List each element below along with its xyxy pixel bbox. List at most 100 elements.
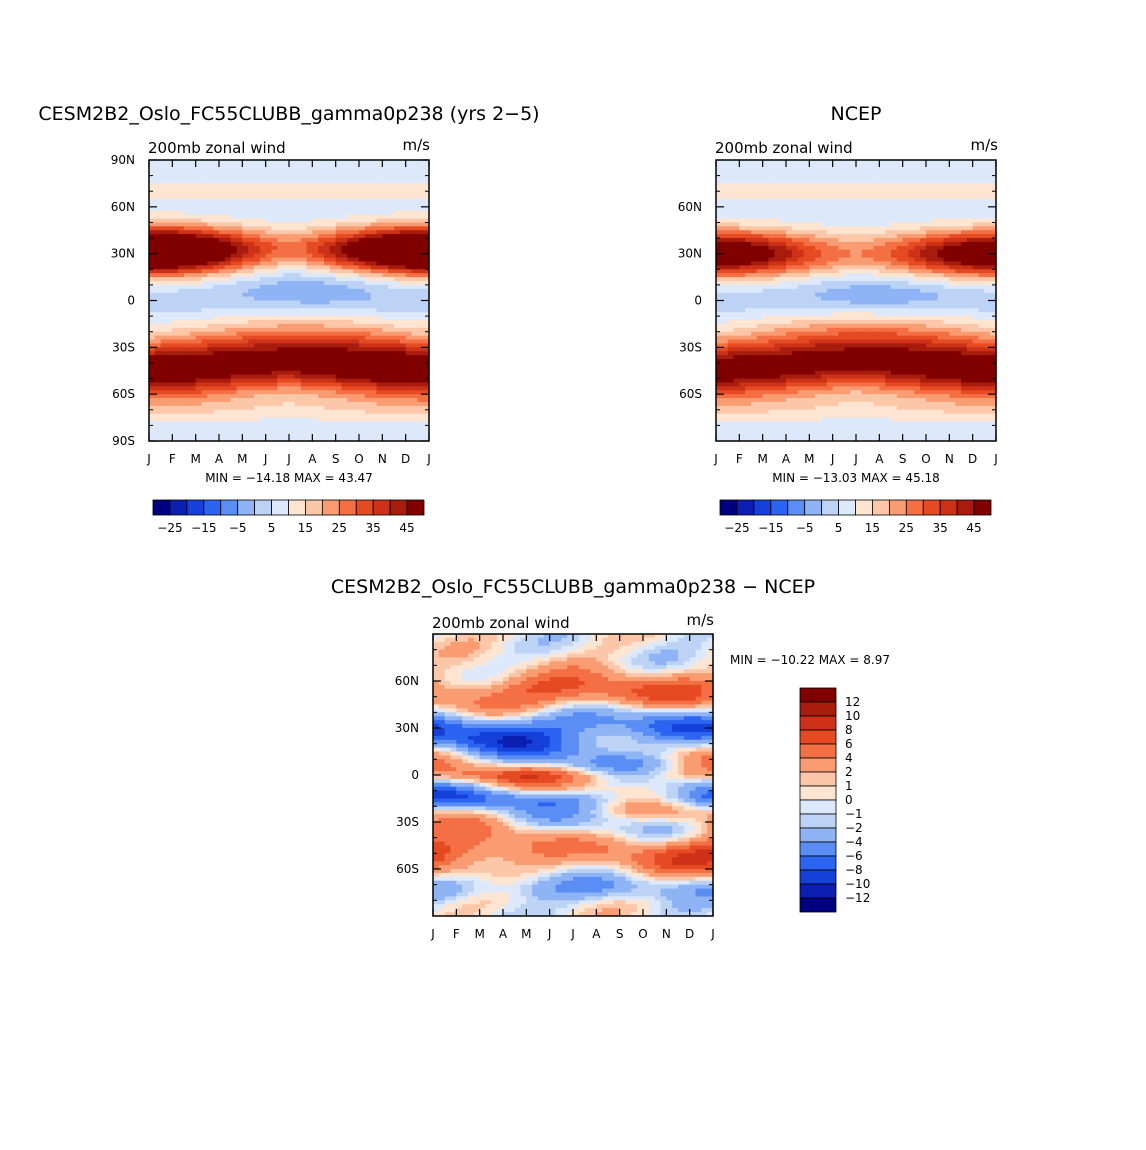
heatmap-cell <box>219 312 225 317</box>
heatmap-cell <box>190 429 196 434</box>
heatmap-cell <box>190 355 196 360</box>
heatmap-cell <box>377 316 383 321</box>
heatmap-cell <box>897 242 903 247</box>
heatmap-cell <box>231 222 237 227</box>
heatmap-cell <box>347 219 353 224</box>
heatmap-cell <box>295 304 301 309</box>
heatmap-cell <box>213 289 219 294</box>
heatmap-cell <box>920 195 926 200</box>
heatmap-cell <box>266 421 272 426</box>
heatmap-cell <box>949 250 955 255</box>
heatmap-cell <box>751 183 757 188</box>
heatmap-cell <box>190 265 196 270</box>
heatmap-cell <box>336 394 342 399</box>
heatmap-cell <box>149 199 155 204</box>
heatmap-cell <box>400 281 406 286</box>
heatmap-cell <box>949 187 955 192</box>
heatmap-cell <box>266 355 272 360</box>
heatmap-cell <box>955 203 961 208</box>
heatmap-cell <box>347 328 353 333</box>
heatmap-cell <box>359 203 365 208</box>
heatmap-cell <box>167 273 173 278</box>
heatmap-cell <box>885 246 891 251</box>
heatmap-cell <box>798 183 804 188</box>
heatmap-cell <box>231 410 237 415</box>
heatmap-cell <box>219 398 225 403</box>
heatmap-cell <box>242 371 248 376</box>
heatmap-cell <box>202 390 208 395</box>
heatmap-cell <box>879 242 885 247</box>
heatmap-cell <box>757 176 763 181</box>
heatmap-cell <box>312 234 318 239</box>
heatmap-cell <box>804 258 810 263</box>
heatmap-cell <box>417 425 423 430</box>
heatmap-cell <box>184 320 190 325</box>
heatmap-cell <box>266 394 272 399</box>
heatmap-cell <box>312 226 318 231</box>
heatmap-cell <box>312 312 318 317</box>
heatmap-cell <box>312 222 318 227</box>
heatmap-cell <box>394 222 400 227</box>
heatmap-cell <box>868 168 874 173</box>
heatmap-cell <box>353 281 359 286</box>
heatmap-cell <box>295 425 301 430</box>
heatmap-cell <box>219 324 225 329</box>
heatmap-cell <box>388 312 394 317</box>
heatmap-cell <box>382 414 388 419</box>
heatmap-cell <box>213 304 219 309</box>
heatmap-cell <box>850 203 856 208</box>
heatmap-cell <box>231 390 237 395</box>
heatmap-cell <box>283 207 289 212</box>
heatmap-cell <box>903 215 909 220</box>
heatmap-cell <box>400 328 406 333</box>
heatmap-cell <box>406 316 412 321</box>
heatmap-cell <box>196 191 202 196</box>
heatmap-cell <box>219 211 225 216</box>
heatmap-cell <box>295 246 301 251</box>
heatmap-cell <box>868 215 874 220</box>
heatmap-cell <box>301 195 307 200</box>
heatmap-cell <box>716 183 722 188</box>
heatmap-cell <box>739 176 745 181</box>
heatmap-cell <box>196 394 202 399</box>
heatmap-cell <box>815 187 821 192</box>
heatmap-cell <box>207 219 213 224</box>
heatmap-cell <box>324 207 330 212</box>
panel-model-units: m/s <box>403 136 431 154</box>
heatmap-cell <box>277 367 283 372</box>
heatmap-cell <box>809 168 815 173</box>
heatmap-cell <box>301 265 307 270</box>
heatmap-cell <box>979 191 985 196</box>
heatmap-cell <box>161 347 167 352</box>
heatmap-cell <box>792 199 798 204</box>
heatmap-cell <box>336 203 342 208</box>
heatmap-cell <box>237 355 243 360</box>
heatmap-cell <box>272 211 278 216</box>
heatmap-cell <box>295 226 301 231</box>
heatmap-cell <box>868 172 874 177</box>
heatmap-cell <box>786 234 792 239</box>
heatmap-cell <box>155 347 161 352</box>
heatmap-cell <box>330 269 336 274</box>
heatmap-cell <box>353 199 359 204</box>
heatmap-cell <box>161 332 167 337</box>
heatmap-cell <box>897 195 903 200</box>
heatmap-cell <box>780 219 786 224</box>
heatmap-cell <box>155 355 161 360</box>
heatmap-cell <box>312 320 318 325</box>
heatmap-cell <box>254 238 260 243</box>
heatmap-cell <box>745 273 751 278</box>
heatmap-cell <box>388 176 394 181</box>
heatmap-cell <box>868 207 874 212</box>
heatmap-cell <box>394 410 400 415</box>
heatmap-cell <box>359 222 365 227</box>
heatmap-cell <box>283 246 289 251</box>
heatmap-cell <box>909 230 915 235</box>
heatmap-cell <box>336 207 342 212</box>
heatmap-cell <box>903 246 909 251</box>
heatmap-cell <box>260 168 266 173</box>
heatmap-cell <box>394 351 400 356</box>
heatmap-cell <box>149 340 155 345</box>
heatmap-cell <box>763 207 769 212</box>
